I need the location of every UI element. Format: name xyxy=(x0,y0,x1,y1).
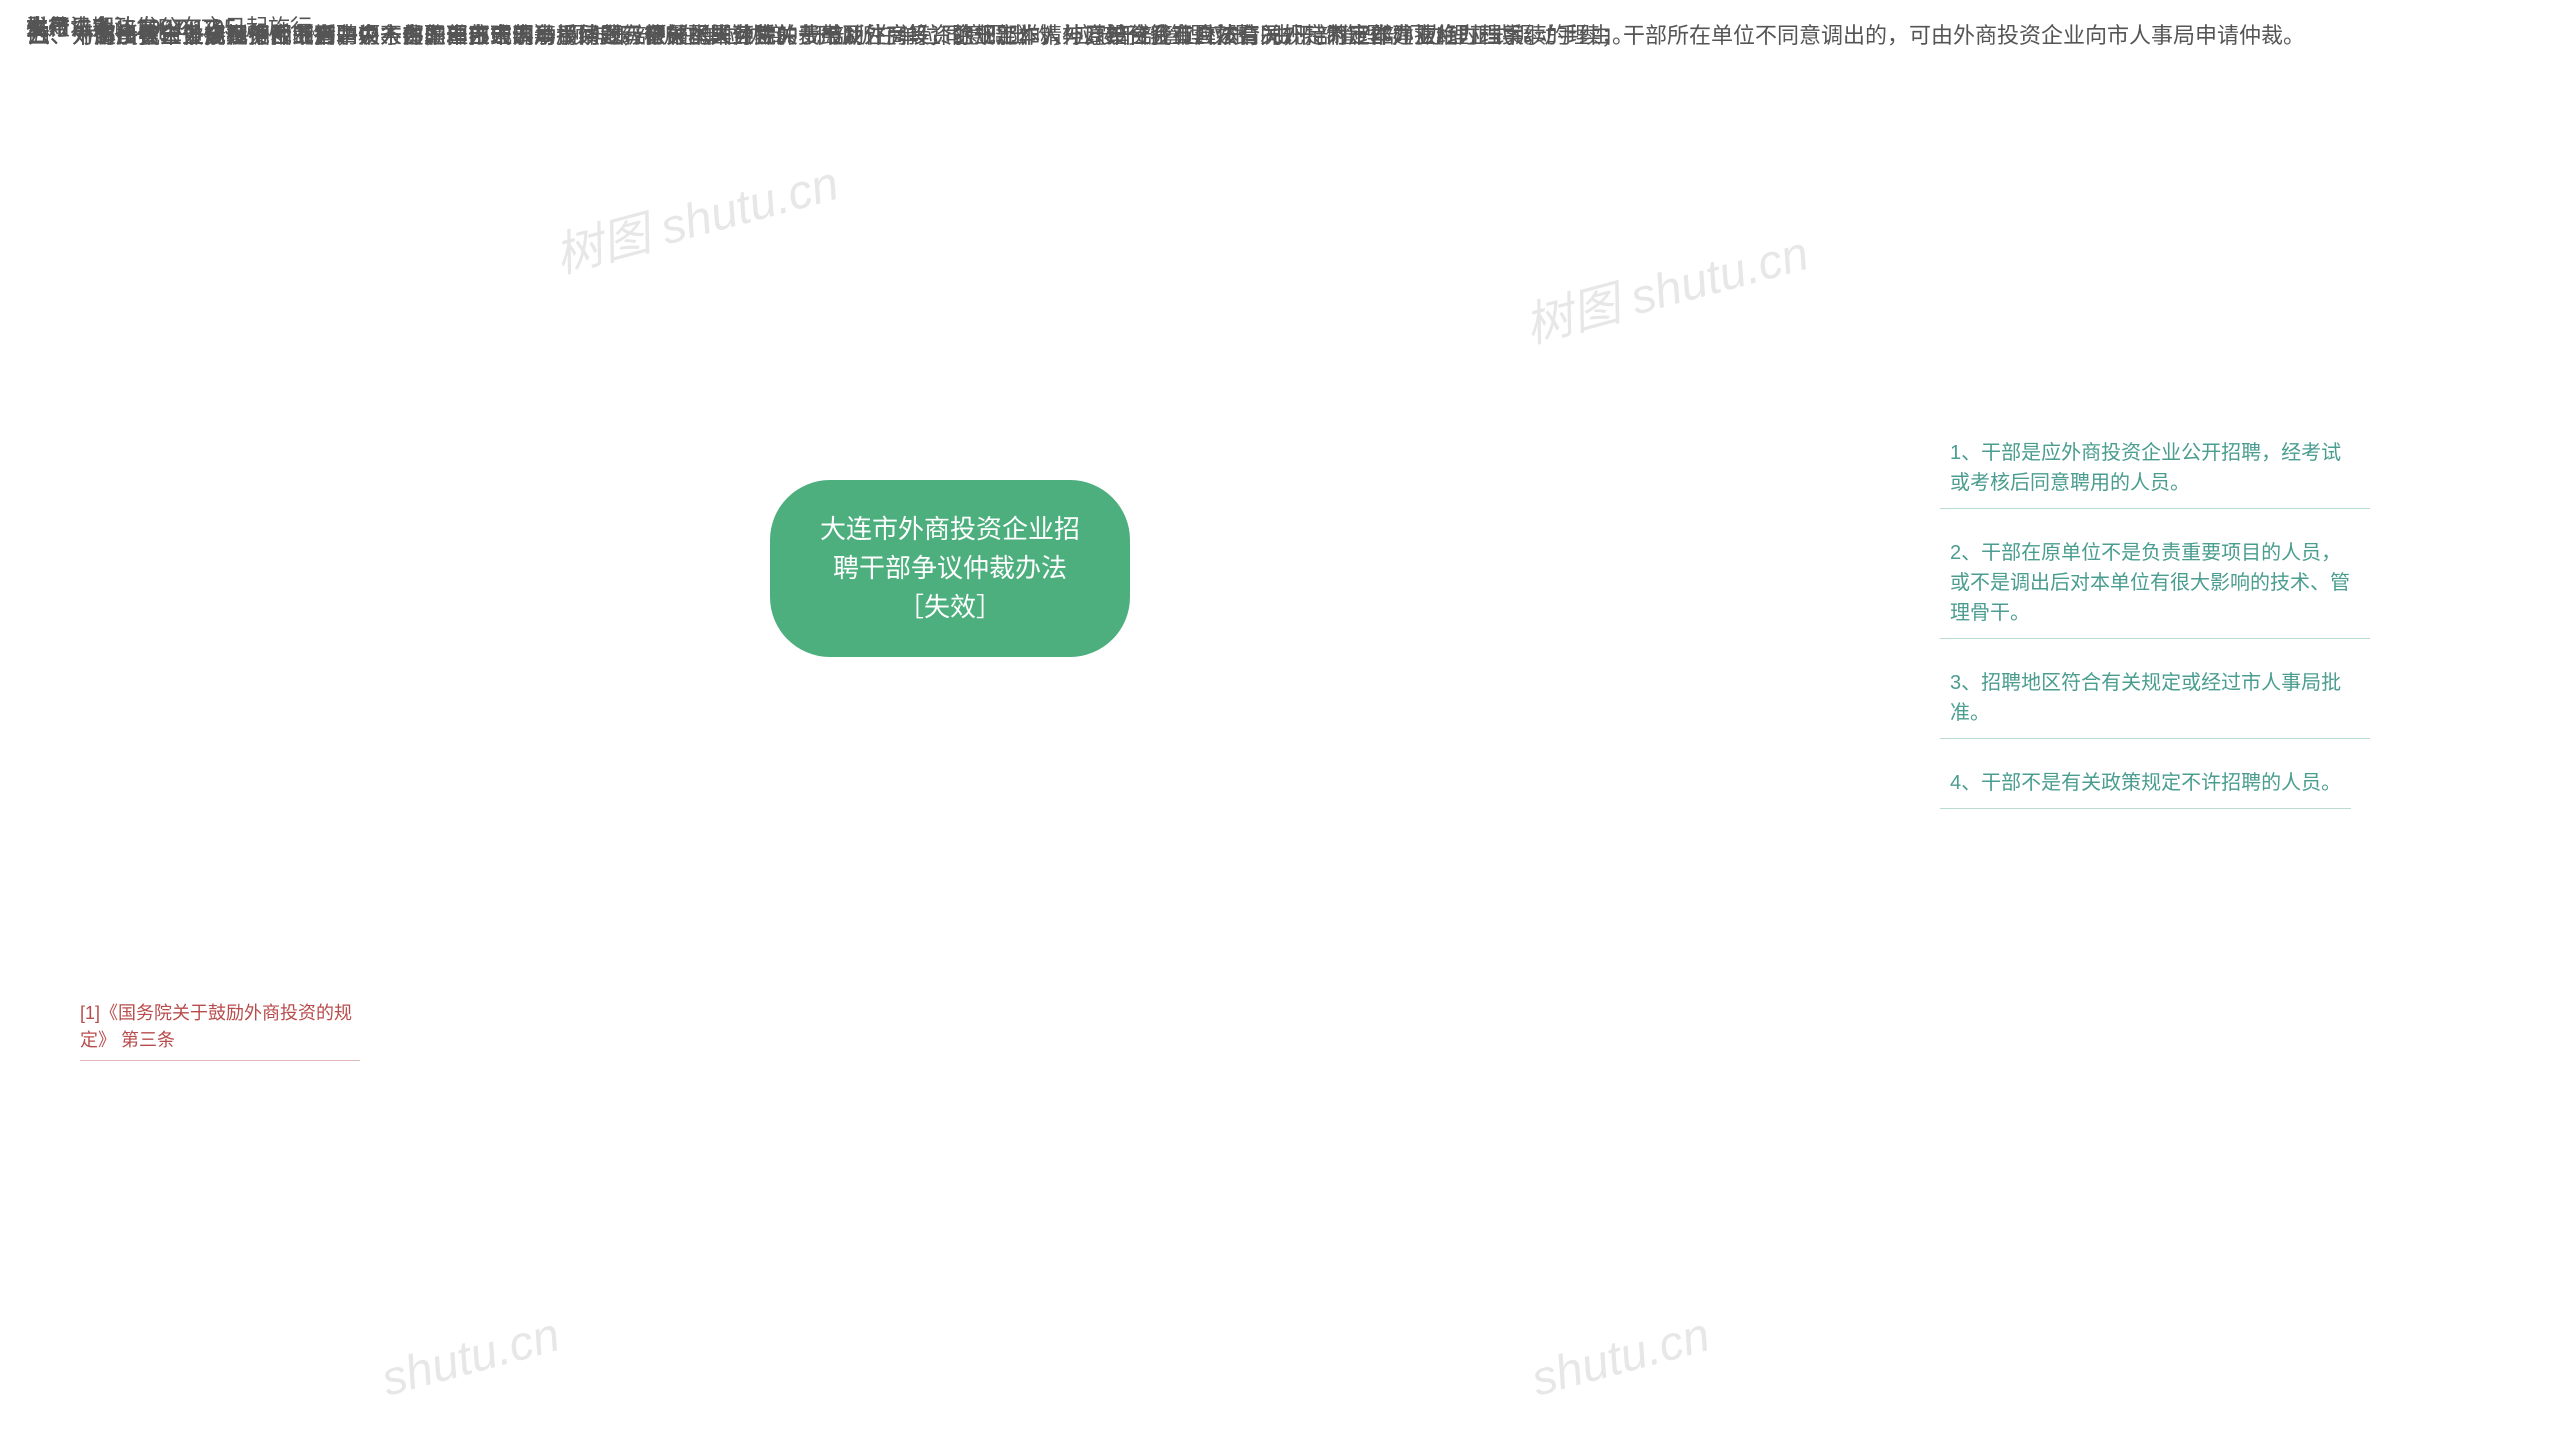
citation-text: [1]《国务院关于鼓励外商投资的规定》 第三条 xyxy=(80,1000,360,1061)
watermark: 树图 shutu.cn xyxy=(1516,214,1815,357)
watermark: shutu.cn xyxy=(376,1307,566,1407)
center-node[interactable]: 大连市外商投资企业招聘干部争议仲裁办法［失效］ xyxy=(770,480,1130,657)
sub-condition-3[interactable]: 3、招聘地区符合有关规定或经过市人事局批准。 xyxy=(1940,660,2370,739)
watermark: 树图 shutu.cn xyxy=(546,144,845,287)
sub-condition-4[interactable]: 4、干部不是有关政策规定不许招聘的人员。 xyxy=(1940,760,2351,809)
watermark: shutu.cn xyxy=(1526,1307,1716,1407)
sub-condition-1[interactable]: 1、干部是应外商投资企业公开招聘，经考试或考核后同意聘用的人员。 xyxy=(1940,430,2370,509)
node-article-7[interactable]: 七、本办法自公布之日起施行。 xyxy=(0,0,360,55)
sub-condition-2[interactable]: 2、干部在原单位不是负责重要项目的人员，或不是调出后对本单位有很大影响的技术、管… xyxy=(1940,530,2370,639)
